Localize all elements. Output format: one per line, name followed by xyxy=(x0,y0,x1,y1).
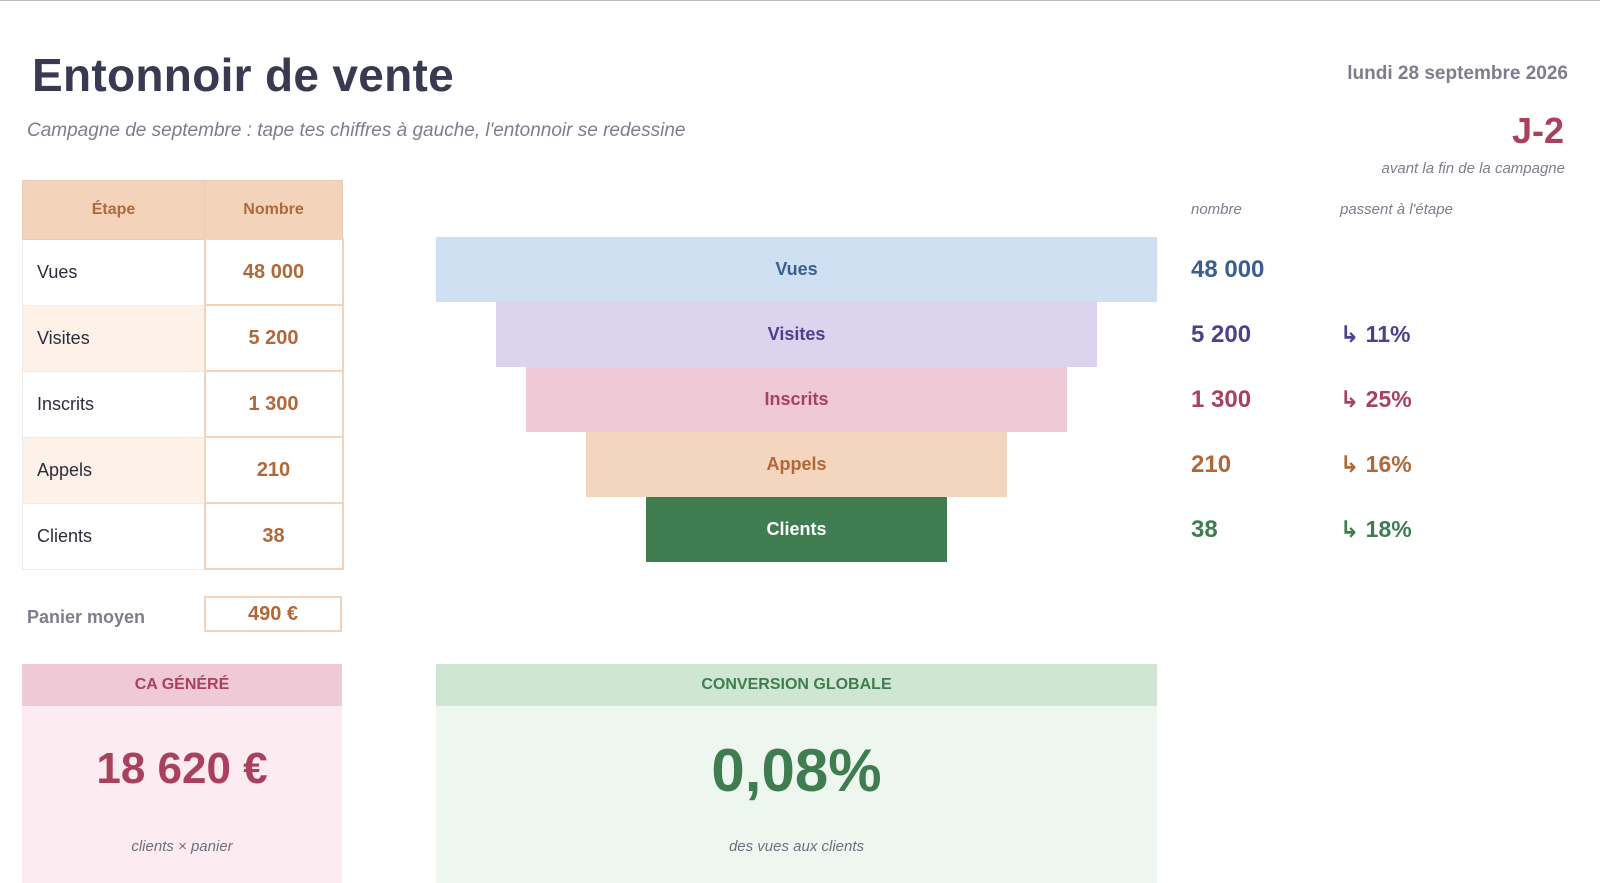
stage-label: Vues xyxy=(22,238,205,306)
stage-count-inscrits: 1 300 xyxy=(1191,386,1252,413)
stage-label: Clients xyxy=(22,502,205,570)
top-border xyxy=(0,0,1600,1)
table-row: Appels 210 xyxy=(22,436,344,504)
funnel-bar-visites: Visites xyxy=(496,302,1097,367)
funnel-bar-label: Clients xyxy=(766,519,827,539)
count-input[interactable]: 38 xyxy=(203,502,344,570)
kpi-card-value: 0,08% xyxy=(711,737,882,804)
column-header-nombre: nombre xyxy=(1191,201,1242,218)
kpi-card-conversion: CONVERSION GLOBALE 0,08% des vues aux cl… xyxy=(436,664,1157,883)
table-row: Clients 38 xyxy=(22,502,344,570)
table-row: Vues 48 000 xyxy=(22,238,344,306)
kpi-card-title: CA GÉNÉRÉ xyxy=(22,664,342,706)
table-row: Inscrits 1 300 xyxy=(22,370,344,438)
stage-label: Inscrits xyxy=(22,370,205,438)
funnel-bar-label: Appels xyxy=(766,454,827,474)
funnel-bar-inscrits: Inscrits xyxy=(526,367,1067,432)
count-input[interactable]: 210 xyxy=(203,436,344,504)
stage-pass-appels: ↳ 16% xyxy=(1340,451,1412,478)
stage-count-visites: 5 200 xyxy=(1191,321,1252,348)
stage-pass-visites: ↳ 11% xyxy=(1340,321,1410,348)
input-table: Étape Nombre Vues 48 000 Visites 5 200 I… xyxy=(22,180,344,570)
arrow-down-right-icon: ↳ xyxy=(1340,451,1360,477)
kpi-card-ca: CA GÉNÉRÉ 18 620 € clients × panier xyxy=(22,664,342,883)
arrow-down-right-icon: ↳ xyxy=(1340,516,1360,542)
kpi-card-title: CONVERSION GLOBALE xyxy=(436,664,1157,706)
countdown-badge: J-2 xyxy=(1511,110,1564,151)
input-table-header: Étape Nombre xyxy=(22,180,343,240)
funnel-bar-label: Inscrits xyxy=(764,389,829,409)
page-subtitle: Campagne de septembre : tape tes chiffre… xyxy=(27,120,686,141)
stage-pass-clients: ↳ 18% xyxy=(1340,516,1412,543)
kpi-card-note: clients × panier xyxy=(131,838,233,855)
pass-rate: 25% xyxy=(1365,386,1412,412)
table-row: Visites 5 200 xyxy=(22,304,344,372)
stage-count-clients: 38 xyxy=(1191,516,1218,543)
count-input[interactable]: 48 000 xyxy=(203,238,344,306)
arrow-down-right-icon: ↳ xyxy=(1340,321,1360,347)
count-input[interactable]: 1 300 xyxy=(203,370,344,438)
funnel-bar-label: Vues xyxy=(775,259,818,279)
kpi-card-note: des vues aux clients xyxy=(728,838,865,855)
funnel-bar-appels: Appels xyxy=(586,432,1007,497)
count-input[interactable]: 5 200 xyxy=(203,304,344,372)
funnel-bar-vues: Vues xyxy=(436,237,1157,302)
countdown-note: avant la fin de la campagne xyxy=(1381,160,1565,177)
page-title: Entonnoir de vente xyxy=(32,49,454,101)
column-header-passent: passent à l'étape xyxy=(1340,201,1453,218)
stage-label: Visites xyxy=(22,304,205,372)
pass-rate: 11% xyxy=(1365,321,1411,347)
kpi-card-value: 18 620 € xyxy=(96,744,268,793)
column-header-count: Nombre xyxy=(204,180,343,240)
panier-moyen-input[interactable]: 490 € xyxy=(204,596,342,632)
stage-label: Appels xyxy=(22,436,205,504)
column-header-stage: Étape xyxy=(22,180,205,240)
pass-rate: 16% xyxy=(1365,451,1412,477)
pass-rate: 18% xyxy=(1365,516,1412,542)
stage-pass-inscrits: ↳ 25% xyxy=(1340,386,1412,413)
funnel-bar-clients: Clients xyxy=(646,497,947,562)
current-date: lundi 28 septembre 2026 xyxy=(1347,63,1568,84)
arrow-down-right-icon: ↳ xyxy=(1340,386,1360,412)
funnel-bar-label: Visites xyxy=(767,324,826,344)
stage-count-appels: 210 xyxy=(1191,451,1232,478)
panier-moyen-label: Panier moyen xyxy=(27,607,146,627)
stage-count-vues: 48 000 xyxy=(1191,256,1265,283)
